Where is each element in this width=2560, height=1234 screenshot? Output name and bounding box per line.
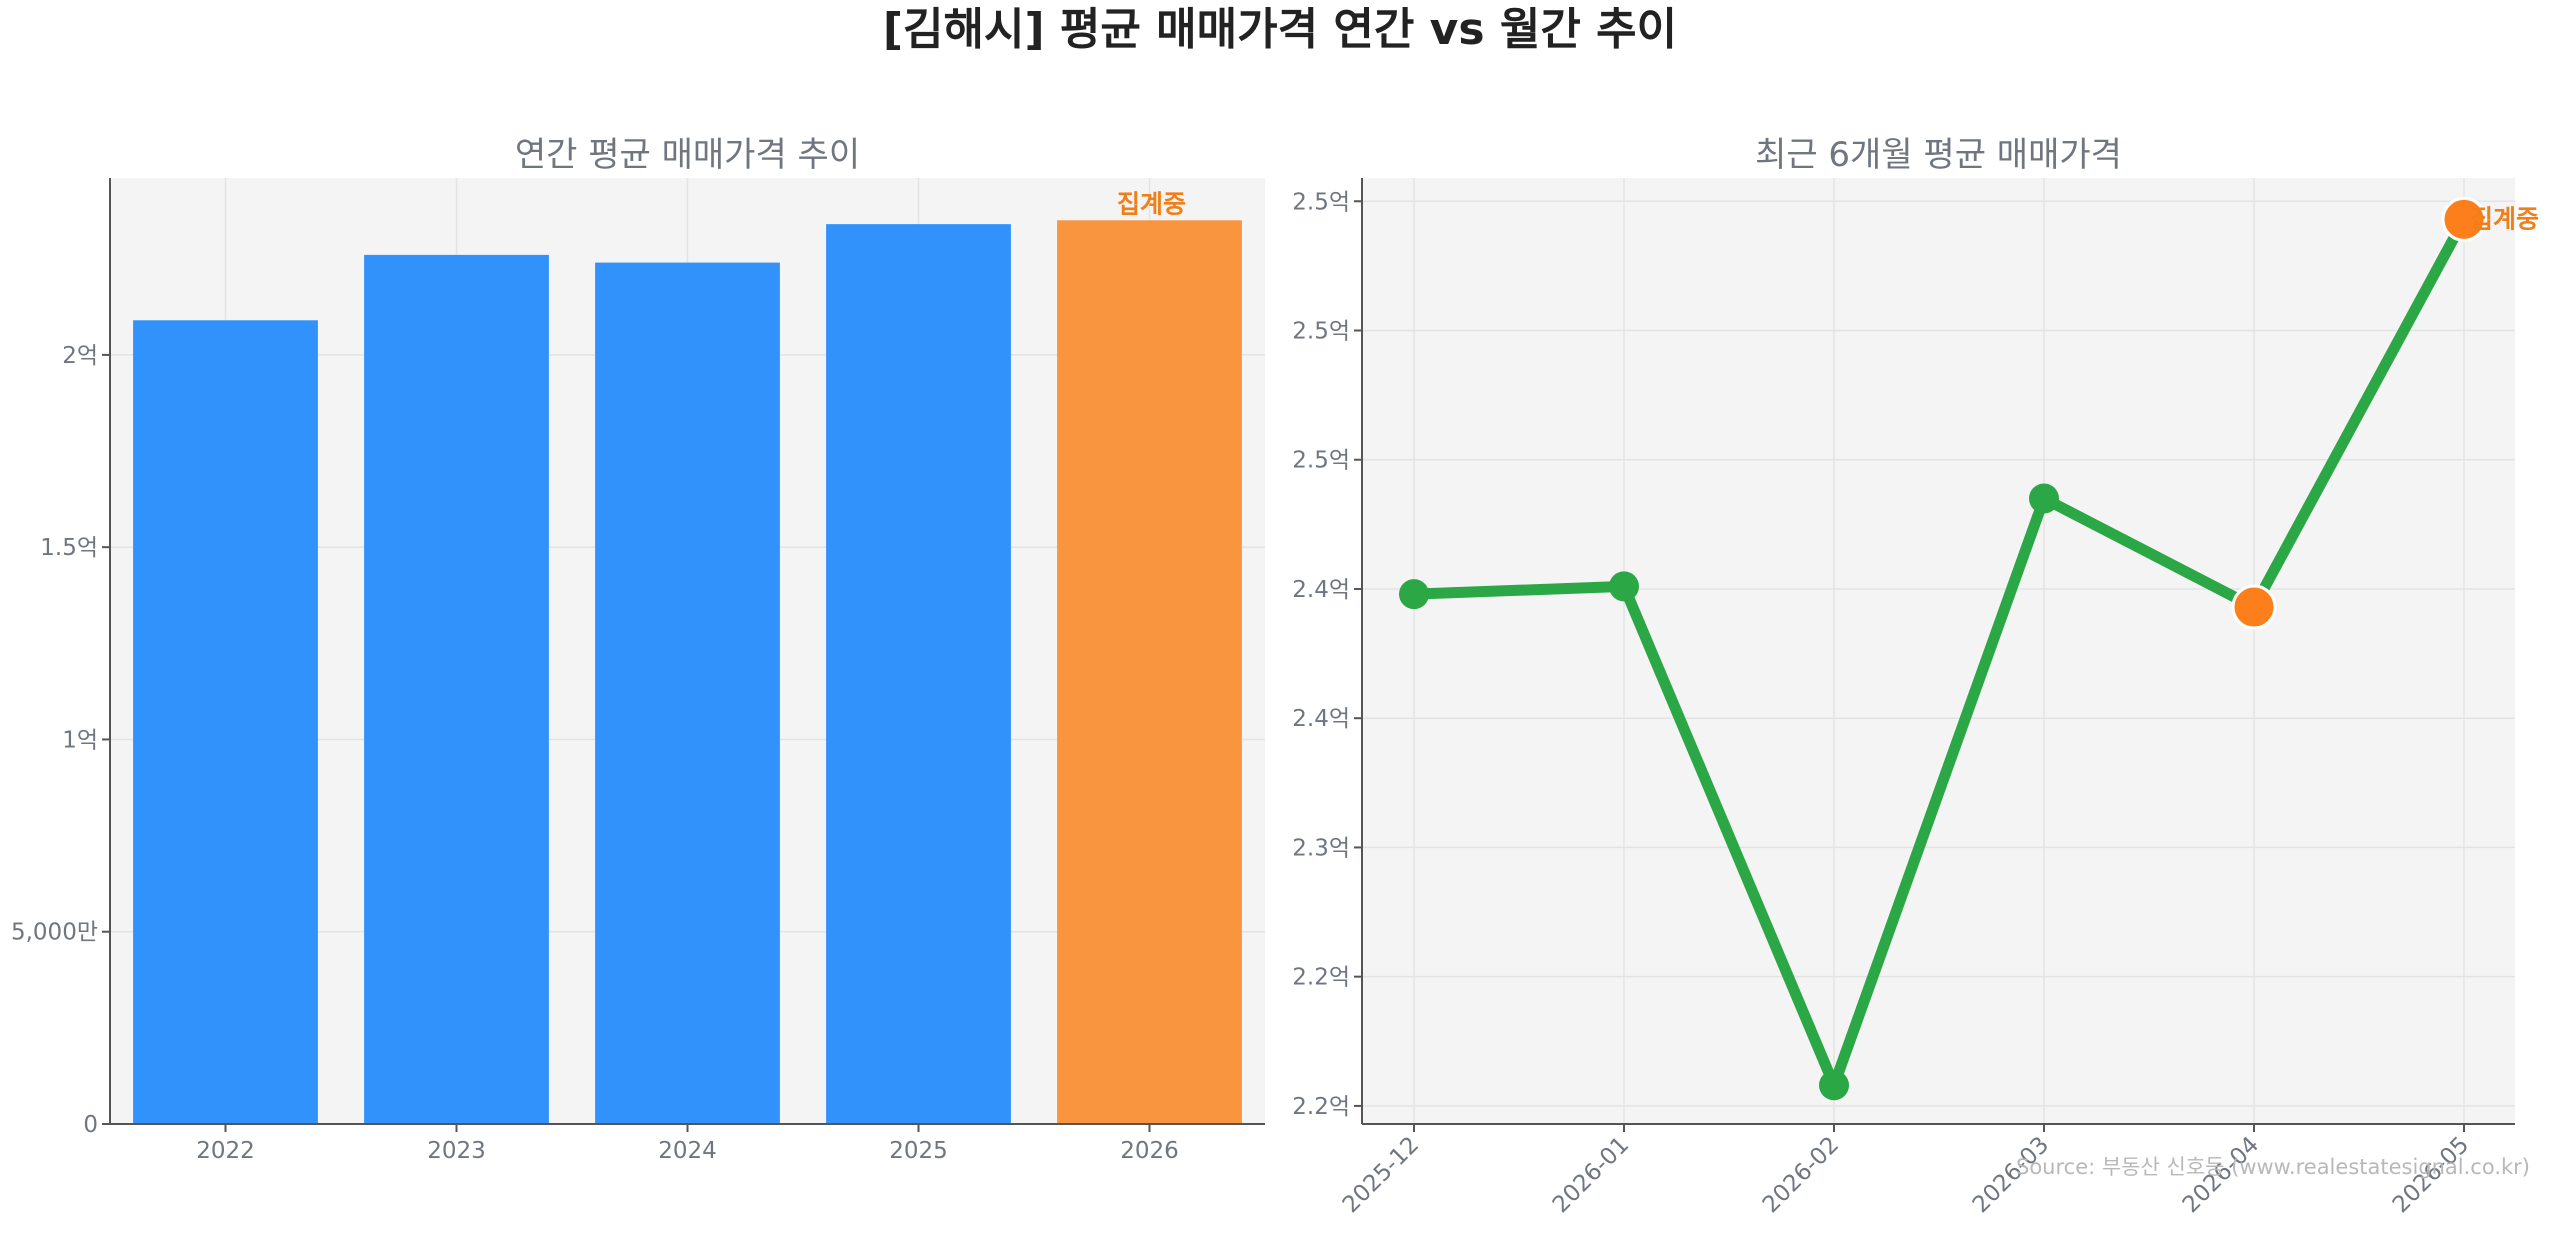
- plot-area: [1362, 178, 2515, 1124]
- data-point: [1819, 1070, 1849, 1101]
- y-tick-label: 2.4억: [1292, 706, 1350, 732]
- x-tick-label: 2024: [658, 1138, 717, 1164]
- annotation-label: 집계중: [1117, 189, 1186, 218]
- bar: [133, 320, 318, 1124]
- subplot-title: 최근 6개월 평균 매매가격: [1755, 135, 2122, 175]
- bar: [826, 224, 1011, 1124]
- annotation-label: 집계중: [2470, 204, 2539, 233]
- y-tick-label: 1.5억: [40, 535, 98, 561]
- chart-title: [김해시] 평균 매매가격 연간 vs 월간 추이: [882, 4, 1678, 55]
- data-point: [1609, 571, 1639, 602]
- y-tick-label: 1억: [62, 727, 98, 753]
- x-tick-label: 2022: [196, 1138, 255, 1164]
- bar: [364, 254, 549, 1124]
- y-tick-label: 2.2억: [1292, 965, 1350, 991]
- y-tick-label: 2.5억: [1292, 189, 1350, 215]
- y-tick-label: 2.5억: [1292, 448, 1350, 474]
- x-tick-label: 2025-12: [1338, 1132, 1424, 1218]
- x-tick-label: 2026-01: [1548, 1132, 1634, 1218]
- x-tick-label: 2025: [889, 1138, 948, 1164]
- x-tick-label: 2023: [427, 1138, 486, 1164]
- x-tick-label: 2026: [1120, 1138, 1179, 1164]
- data-point: [2441, 196, 2487, 242]
- subplot-title: 연간 평균 매매가격 추이: [515, 135, 860, 175]
- y-tick-label: 2.5억: [1292, 318, 1350, 344]
- data-point: [1399, 579, 1429, 610]
- data-point: [2231, 584, 2277, 630]
- data-point: [2029, 483, 2059, 514]
- series-line: [1408, 213, 2470, 1091]
- bar: [595, 262, 780, 1124]
- y-tick-label: 2.3억: [1292, 835, 1350, 861]
- bar: [1057, 220, 1242, 1125]
- x-tick-label: 2026-02: [1758, 1132, 1844, 1218]
- y-tick-label: 2.4억: [1292, 577, 1350, 603]
- y-tick-label: 2억: [62, 343, 98, 369]
- annual-bar-chart: 연간 평균 매매가격 추이 0 5,000만 1억 1.5억 2억 2022 2023 2024…: [11, 135, 1265, 1164]
- monthly-line-chart: 최근 6개월 평균 매매가격 2.2억 2.2억 2.3억 2.4억 2.4억 2.5억 2.…: [1292, 135, 2539, 1218]
- source-note: Source: 부동산 신호등 (www.realestatesignal.co…: [2016, 1155, 2530, 1179]
- y-tick-label: 2.2억: [1292, 1094, 1350, 1120]
- y-tick-label: 5,000만: [11, 920, 98, 946]
- y-tick-label: 0: [83, 1112, 98, 1138]
